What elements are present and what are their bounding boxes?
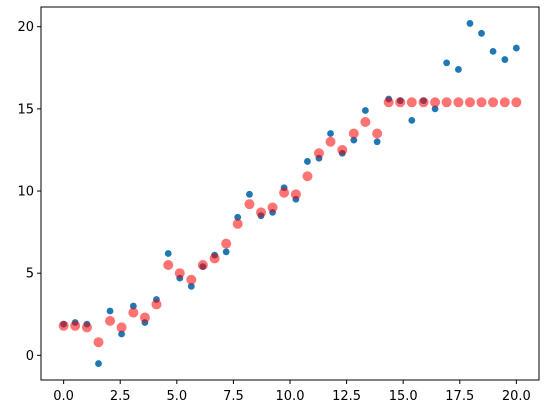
x-tick-label: 5.0: [166, 389, 187, 404]
series-2-point: [279, 187, 290, 198]
series-1-point: [361, 107, 369, 114]
series-1-point: [106, 307, 114, 315]
y-tick-label: 0: [26, 349, 34, 364]
series-1-point: [350, 136, 358, 144]
y-tick-label: 5: [26, 267, 34, 282]
series-1-point: [164, 250, 172, 257]
series-2-point: [58, 320, 69, 331]
series-1-point: [129, 302, 137, 310]
series-2-point: [337, 144, 348, 155]
series-2-point: [372, 128, 383, 139]
series-1-point: [443, 59, 451, 67]
x-tick-label: 10.0: [276, 389, 305, 404]
series-2-point: [163, 259, 174, 270]
series-1-point: [187, 282, 195, 290]
series-2-point: [197, 259, 208, 270]
series-2-point: [395, 97, 406, 108]
series-2-point: [81, 322, 92, 333]
y-tick-label: 15: [17, 102, 34, 117]
x-tick-label: 15.0: [389, 389, 418, 404]
x-tick-label: 7.5: [223, 389, 244, 404]
series-2-point: [290, 189, 301, 200]
series-2-point: [174, 268, 185, 279]
series-1-point: [478, 29, 485, 37]
series-2-point: [476, 97, 487, 108]
series-2-point: [267, 202, 278, 213]
series-2-point: [221, 238, 232, 249]
series-2-point: [105, 315, 116, 326]
series-2-point: [313, 148, 324, 159]
series-2-point: [302, 171, 313, 182]
x-tick-label: 0.0: [53, 389, 74, 404]
series-1-point: [489, 47, 497, 55]
x-tick-label: 2.5: [110, 389, 131, 404]
series-2-point: [70, 320, 81, 331]
series-1-point: [501, 56, 509, 63]
axes: 0.0 2.5 5.0 7.5 10.0 12.5 15.0 17.5 20.0 0 5 10 15 20: [17, 20, 530, 404]
series-2-point: [348, 128, 359, 139]
series-2-point: [256, 207, 267, 218]
series-2-point: [232, 218, 243, 229]
series-2-point: [453, 97, 464, 108]
series-2-point: [116, 322, 127, 333]
plot-area: [41, 7, 539, 380]
series-1-point: [512, 44, 520, 52]
series-2-point: [406, 97, 417, 108]
series-2-point: [430, 97, 441, 108]
series-2-point: [418, 97, 429, 108]
series-1-point: [222, 248, 230, 256]
series-2-point: [383, 97, 394, 108]
series-1-point: [246, 190, 253, 198]
series-1-point: [304, 158, 311, 165]
x-tick-label: 12.5: [332, 389, 361, 404]
series-1-point: [95, 360, 102, 367]
series-1-point: [466, 20, 474, 27]
series-2-point: [441, 97, 452, 108]
series-2-point: [360, 117, 371, 128]
series-2: [58, 97, 522, 348]
series-2-point: [128, 307, 139, 318]
series-2-point: [93, 337, 104, 348]
x-tick-label: 20.0: [502, 389, 531, 404]
series-1-point: [431, 105, 439, 113]
series-2-point: [151, 299, 162, 310]
x-tick-label: 17.5: [445, 389, 474, 404]
y-tick-label: 20: [17, 20, 34, 35]
data-points: [58, 20, 522, 367]
series-1-point: [118, 330, 125, 338]
series-2-point: [209, 253, 220, 264]
series-1-point: [373, 138, 381, 146]
series-1-point: [455, 66, 462, 73]
y-tick-label: 10: [17, 185, 34, 200]
plot-frame: [40, 6, 540, 381]
series-2-point: [511, 97, 522, 108]
series-2-point: [488, 97, 499, 108]
series-2-point: [244, 199, 255, 210]
series-2-point: [464, 97, 475, 108]
series-2-point: [325, 136, 336, 147]
series-1-point: [408, 116, 416, 124]
series-2-point: [186, 274, 197, 285]
series-1-point: [234, 213, 242, 221]
series-1-point: [327, 130, 334, 137]
series-2-point: [139, 312, 150, 323]
series-2-point: [499, 97, 510, 108]
